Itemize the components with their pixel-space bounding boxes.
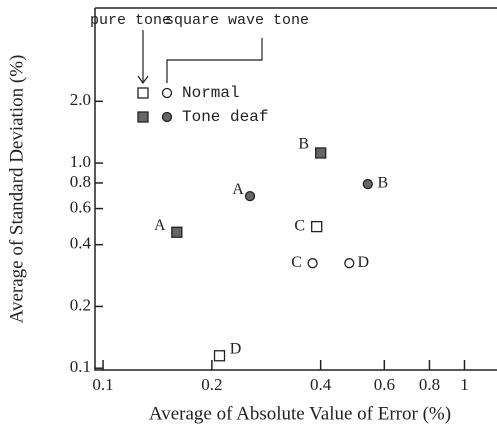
point [362, 178, 373, 190]
point [171, 226, 183, 238]
point [311, 220, 323, 233]
legend-label: Tone deaf [182, 108, 268, 126]
pure-tone-arrow [137, 30, 149, 85]
axes [94, 7, 497, 371]
y-tick-label: 0.8 [70, 172, 91, 191]
point-label: A [154, 217, 166, 234]
legend-label: Normal [182, 84, 240, 102]
x-tick-label: 1 [460, 375, 469, 394]
y-tick-label: 2.0 [70, 90, 91, 109]
point-label: A [232, 181, 244, 198]
x-axis-label: Average of Absolute Value of Error (%) [149, 403, 451, 424]
point [213, 350, 226, 362]
x-tick-label: 0.8 [419, 375, 440, 394]
point-label: B [377, 175, 388, 192]
x-tick-label: 0.6 [374, 375, 395, 394]
legend-marker [161, 111, 173, 123]
point-label: C [291, 254, 302, 271]
y-axis-label: Average of Standard Deviation (%) [6, 55, 27, 324]
square-wave-bracket [166, 38, 263, 83]
point-label: D [230, 340, 242, 357]
point-label: B [298, 136, 309, 153]
legend-marker [137, 87, 149, 99]
y-tick-label: 0.4 [70, 234, 92, 253]
y-tick-label: 0.2 [70, 295, 91, 314]
y-tick-label: 1.0 [70, 152, 91, 171]
x-tick-label: 0.4 [310, 375, 332, 394]
y-tick-label: 0.6 [70, 197, 91, 216]
legend-marker [161, 87, 173, 99]
point [344, 258, 355, 269]
marker-caption: pure tone [90, 12, 171, 29]
point [315, 147, 327, 159]
x-tick-label: 0.2 [201, 375, 222, 394]
marker-caption: square wave tone [165, 12, 309, 29]
point [244, 190, 256, 202]
point-label: D [358, 254, 370, 271]
point-label: C [294, 217, 305, 234]
x-tick-label: 0.1 [92, 375, 113, 394]
legend-marker [137, 111, 149, 123]
point [307, 258, 318, 269]
y-tick-label: 0.1 [70, 357, 91, 376]
